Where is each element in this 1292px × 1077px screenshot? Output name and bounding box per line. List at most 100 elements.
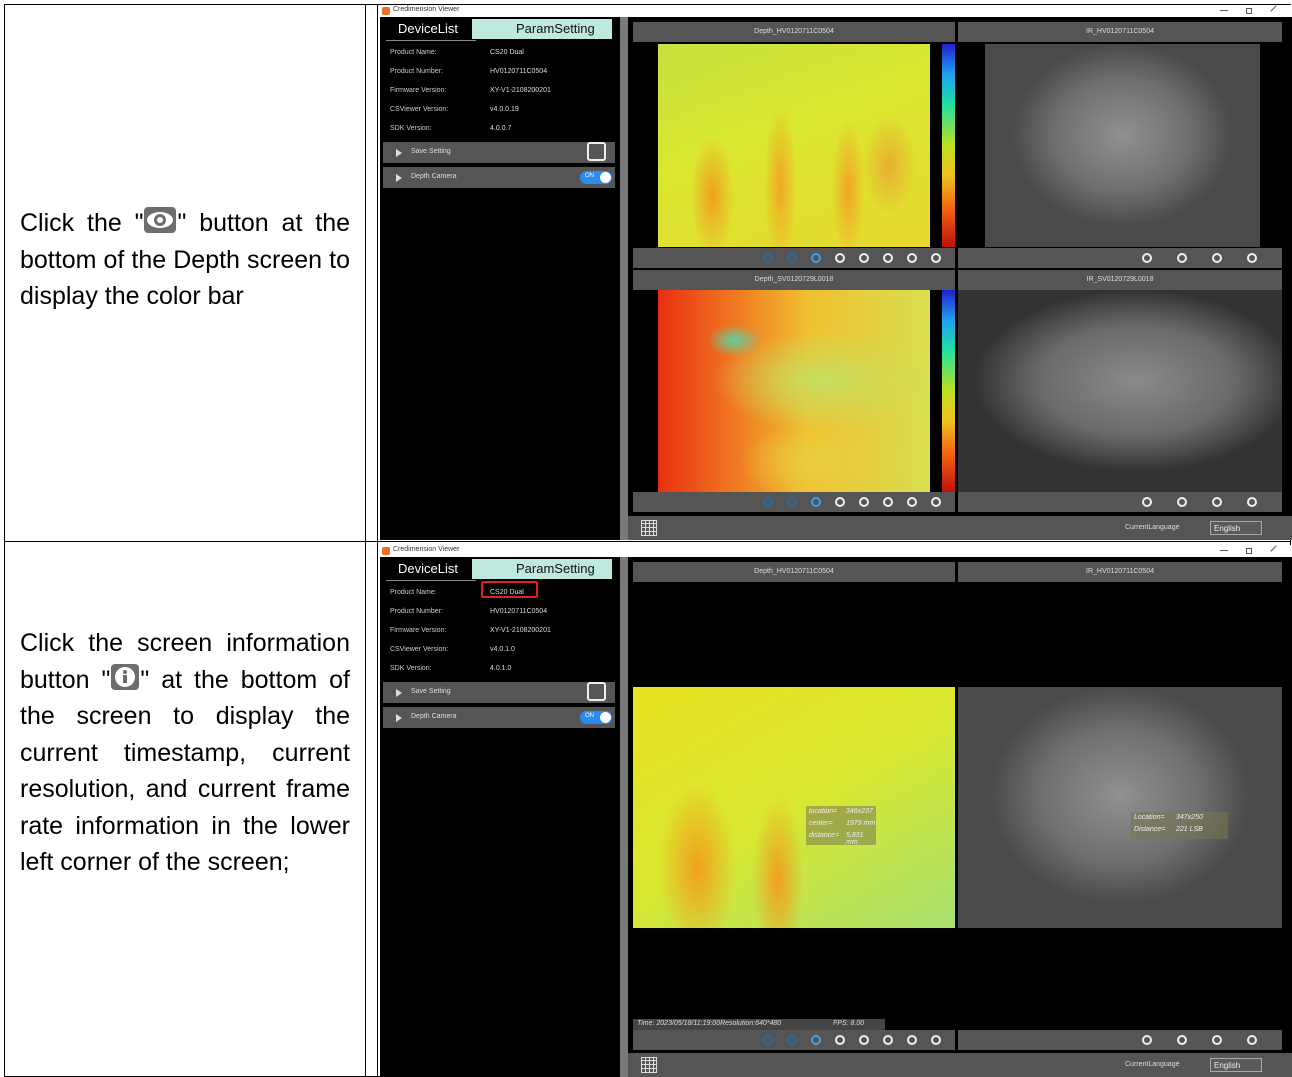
toggle-label: ON	[585, 173, 594, 179]
section-title: Save Setting	[411, 148, 451, 155]
ir-image	[985, 44, 1260, 247]
field-label: Product Number:	[390, 608, 443, 615]
field-value: CS20 Dual	[490, 49, 524, 56]
left-panel: DeviceListParamSettingProduct Name:CS20 …	[380, 557, 620, 1077]
toolbar-icon	[763, 253, 773, 263]
col-divider	[377, 4, 378, 1077]
section-bar: Save Setting	[383, 142, 615, 163]
toolbar-icon	[763, 1035, 773, 1045]
toolbar-icon	[931, 1035, 941, 1045]
window-title: Credimension Viewer	[393, 546, 459, 553]
toolbar-icon	[811, 253, 821, 263]
window-controls	[1220, 10, 1228, 11]
toolbar-icon	[1177, 497, 1187, 507]
field-label: Product Name:	[390, 589, 437, 596]
tab: ParamSetting	[516, 561, 595, 576]
toolbar-icon	[811, 1035, 821, 1045]
toolbar-icon	[787, 1035, 797, 1045]
toolbar-icon	[1212, 1035, 1222, 1045]
ir-image	[958, 290, 1282, 492]
row-text: Click the "" button at the bottom of the…	[20, 205, 350, 315]
toolbar-icon	[835, 1035, 845, 1045]
info-overlay: location=346x237center=1979 mmdistance=5…	[806, 806, 876, 845]
info-bar: Time: 2023/05/18/11:19:00Resolution:640*…	[633, 1019, 885, 1030]
screenshot: Credimension ViewerDeviceListParamSettin…	[380, 545, 1292, 1077]
overlay-value: 346x237	[846, 808, 873, 815]
pane-title-bar: IR_HV0120711C0504	[958, 22, 1282, 42]
left-panel: DeviceListParamSettingProduct Name:CS20 …	[380, 17, 620, 540]
overlay-value: 347x250	[1176, 814, 1203, 821]
overlay-label: Distance=	[1134, 826, 1165, 833]
language-value: English	[1214, 1061, 1240, 1070]
field-label: SDK Version:	[390, 665, 432, 672]
overlay-value: 1979 mm	[846, 820, 875, 827]
pane-title-bar: IR_SV0120729L0018	[958, 270, 1282, 290]
info-text: Time: 2023/05/18/11:19:00Resolution:640*…	[637, 1020, 781, 1027]
pane-title: IR_SV0120729L0018	[958, 276, 1282, 283]
pane-title: Depth_HV0120711C0504	[633, 568, 955, 575]
toggle-knob	[600, 172, 611, 183]
toolbar-icon	[1177, 1035, 1187, 1045]
color-bar	[942, 44, 955, 247]
toolbar	[958, 492, 1282, 512]
field-value: XY-V1-2108200201	[490, 627, 551, 634]
language-label: CurrentLanguage	[1125, 1061, 1180, 1068]
window-title: Credimension Viewer	[393, 6, 459, 13]
field-value: 4.0.1.0	[490, 665, 511, 672]
toolbar-icon	[1212, 253, 1222, 263]
field-label: CSViewer Version:	[390, 106, 448, 113]
expand-arrow	[396, 689, 402, 697]
section-title: Depth Camera	[411, 173, 457, 180]
page: Click the "" button at the bottom of the…	[0, 0, 1292, 1077]
toolbar-icon	[835, 497, 845, 507]
field-label: Product Name:	[390, 49, 437, 56]
toolbar-icon	[1142, 253, 1152, 263]
toolbar	[633, 248, 955, 268]
grid-icon	[641, 1057, 657, 1073]
tab-active: ParamSetting	[472, 19, 612, 39]
field-value: HV0120711C0504	[490, 608, 547, 615]
toolbar-icon	[883, 1035, 893, 1045]
field-value: 4.0.0.7	[490, 125, 511, 132]
pane-title-bar: Depth_SV0120729L0018	[633, 270, 955, 290]
pane-title: IR_HV0120711C0504	[958, 568, 1282, 575]
toolbar	[958, 1030, 1282, 1050]
toolbar-icon	[907, 497, 917, 507]
info-text: FPS: 8.00	[833, 1020, 864, 1027]
field-value: XY-V1-2108200201	[490, 87, 551, 94]
app-icon	[382, 7, 390, 15]
toolbar-icon	[1247, 497, 1257, 507]
field-label: CSViewer Version:	[390, 646, 448, 653]
section-bar: Depth Camera ON	[383, 167, 615, 188]
toolbar-icon	[1142, 1035, 1152, 1045]
toolbar-icon	[931, 253, 941, 263]
toolbar-icon	[859, 497, 869, 507]
toolbar-icon	[1247, 1035, 1257, 1045]
row-divider	[4, 541, 1291, 542]
field-value: v4.0.1.0	[490, 646, 515, 653]
language-value: English	[1214, 524, 1240, 533]
toolbar-icon	[811, 497, 821, 507]
toolbar	[633, 492, 955, 512]
window-controls	[1246, 548, 1252, 554]
eye-icon	[143, 206, 177, 234]
highlight-box	[481, 581, 538, 598]
expand-arrow	[396, 714, 402, 722]
window-controls	[1220, 550, 1228, 551]
field-label: Firmware Version:	[390, 627, 446, 634]
toolbar-icon	[883, 497, 893, 507]
field-value: v4.0.0.19	[490, 106, 519, 113]
toolbar-icon	[787, 253, 797, 263]
save-icon	[587, 682, 606, 701]
toolbar-icon	[1142, 497, 1152, 507]
row-text: Click the screen information button "" a…	[20, 625, 350, 881]
toggle: ON	[580, 711, 612, 724]
title-bar: Credimension Viewer	[380, 545, 1292, 557]
toolbar-icon	[1247, 253, 1257, 263]
expand-arrow	[396, 174, 402, 182]
bottom-bar: CurrentLanguageEnglish	[628, 516, 1292, 540]
color-bar	[942, 290, 955, 492]
field-label: SDK Version:	[390, 125, 432, 132]
pane-title-bar: Depth_HV0120711C0504	[633, 22, 955, 42]
